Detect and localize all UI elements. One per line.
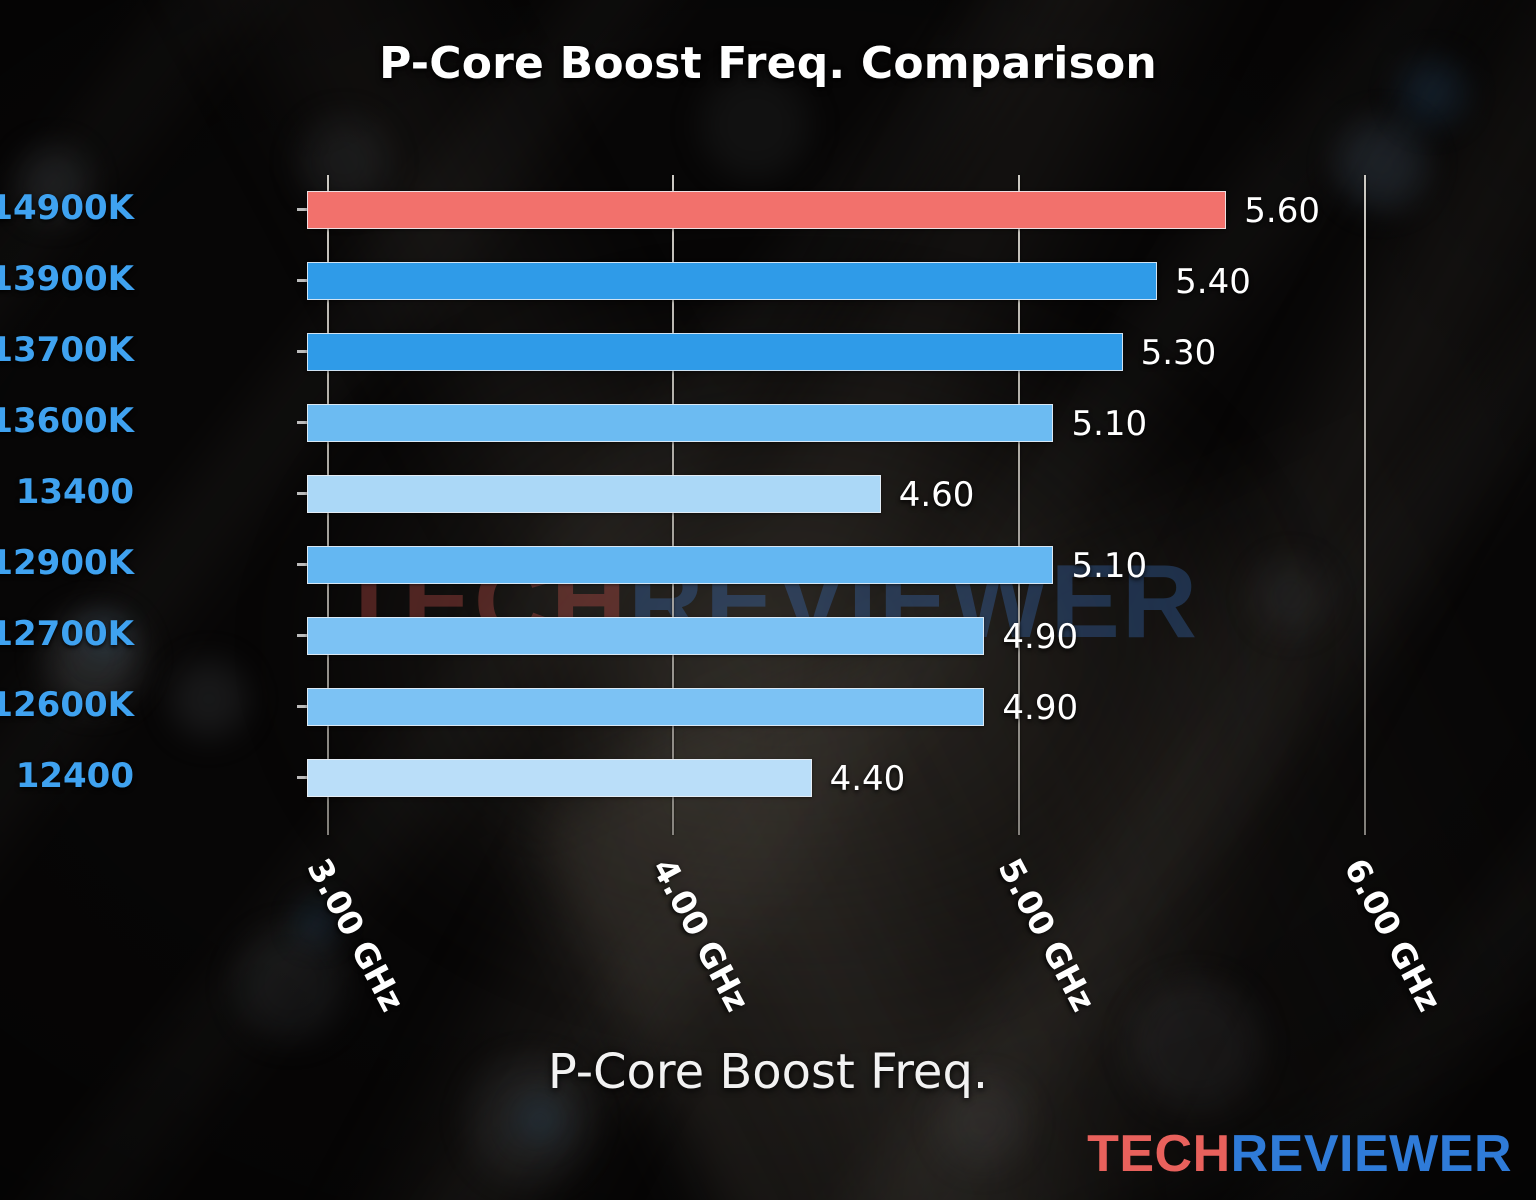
- category-label-13600K: 13600K: [0, 401, 134, 441]
- x-tick-label-3: 6.00 GHz: [1336, 852, 1449, 1018]
- bar-12900K[interactable]: [307, 546, 1054, 584]
- gridline-5-00-ghz: [1017, 175, 1020, 835]
- category-label-13700K: 13700K: [0, 330, 134, 370]
- bar-14900K[interactable]: [307, 191, 1227, 229]
- category-label-12400: 12400: [15, 756, 134, 796]
- logo-tech: TECH: [1087, 1125, 1231, 1183]
- x-tick-label-0: 3.00 GHz: [299, 852, 413, 1018]
- bar-row: 12600K 4.90: [0, 672, 1387, 743]
- y-axis-tick: [297, 634, 307, 637]
- category-label-13900K: 13900K: [0, 259, 134, 299]
- bar-row: 13400 4.60: [16, 459, 1387, 530]
- bar-row: 13700K 5.30: [0, 317, 1387, 388]
- y-axis-tick: [297, 208, 307, 211]
- bar-row: 13600K 5.10: [0, 388, 1387, 459]
- category-label-12700K: 12700K: [0, 614, 134, 654]
- category-label-13400: 13400: [15, 472, 134, 512]
- bar-12400[interactable]: [307, 759, 812, 797]
- bar-row: 14900K 5.60: [0, 175, 1387, 246]
- x-tick-label-2: 5.00 GHz: [990, 852, 1104, 1018]
- bar-row: 13900K 5.40: [0, 246, 1387, 317]
- y-axis-tick: [297, 279, 307, 282]
- category-label-14900K: 14900K: [0, 188, 134, 228]
- bar-13900K[interactable]: [307, 262, 1158, 300]
- category-label-12900K: 12900K: [0, 543, 134, 583]
- category-label-12600K: 12600K: [0, 685, 134, 725]
- bar-row: 12900K 5.10: [0, 530, 1387, 601]
- bar-row: 12700K 4.90: [0, 601, 1387, 672]
- y-axis-tick: [297, 350, 307, 353]
- value-label-12600K: 4.90: [1002, 688, 1079, 728]
- y-axis-tick: [297, 421, 307, 424]
- bar-13700K[interactable]: [307, 333, 1123, 371]
- y-axis-tick: [297, 705, 307, 708]
- y-axis-tick: [297, 492, 307, 495]
- gridline-6-00-ghz: [1363, 175, 1366, 835]
- value-label-12700K: 4.90: [1002, 617, 1079, 657]
- value-label-13900K: 5.40: [1175, 262, 1251, 302]
- value-label-13600K: 5.10: [1071, 404, 1148, 444]
- logo-reviewer: REVIEWER: [1230, 1125, 1512, 1183]
- x-axis-title: P-Core Boost Freq.: [547, 1044, 989, 1100]
- value-label-12900K: 5.10: [1071, 546, 1148, 586]
- bar-12600K[interactable]: [307, 688, 985, 726]
- bar-12700K[interactable]: [307, 617, 985, 655]
- x-tick-label-1: 4.00 GHz: [644, 852, 758, 1018]
- y-axis-tick: [297, 563, 307, 566]
- value-label-14900K: 5.60: [1244, 191, 1320, 231]
- y-axis-tick: [297, 776, 307, 779]
- bar-13600K[interactable]: [307, 404, 1054, 442]
- value-label-13400: 4.60: [898, 475, 975, 515]
- techreviewer-logo: TECHREVIEWER: [1087, 1124, 1512, 1184]
- bar-13400[interactable]: [307, 475, 881, 513]
- bar-row: 12400 4.40: [16, 743, 1387, 814]
- plot-area: 14900K 5.60 13900K 5.40 13700K 5.30 13600K 5.10…: [0, 175, 1387, 835]
- value-label-13700K: 5.30: [1140, 333, 1217, 373]
- chart-title: P-Core Boost Freq. Comparison: [379, 38, 1157, 89]
- value-label-12400: 4.40: [829, 759, 906, 799]
